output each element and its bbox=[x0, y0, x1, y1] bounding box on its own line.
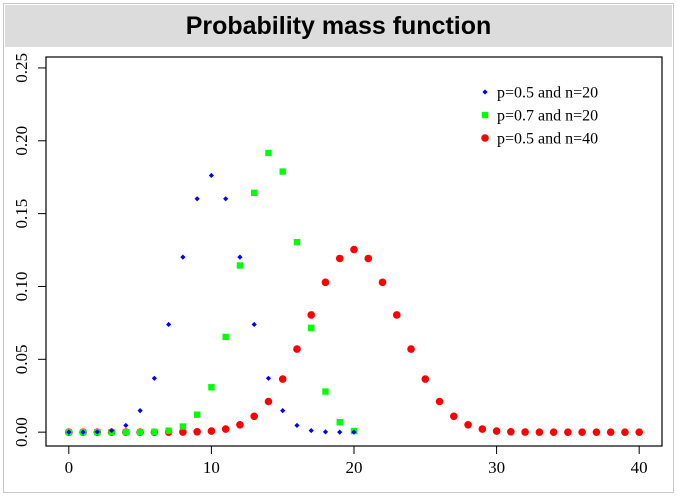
legend-label: p=0.5 and n=20 bbox=[497, 85, 598, 102]
data-point bbox=[307, 311, 316, 319]
data-point bbox=[265, 149, 272, 157]
y-tick-label: 0.00 bbox=[12, 417, 31, 447]
data-point bbox=[108, 427, 115, 434]
data-point bbox=[478, 425, 487, 433]
data-point bbox=[208, 384, 215, 391]
data-point bbox=[123, 422, 129, 429]
chart-title: Probability mass function bbox=[185, 12, 492, 40]
data-point bbox=[151, 375, 157, 381]
legend: p=0.5 and n=20 p=0.7 and n=20 p=0.5 and n=… bbox=[481, 85, 598, 148]
data-point bbox=[179, 423, 187, 430]
data-point bbox=[364, 254, 373, 263]
data-point bbox=[578, 428, 586, 436]
data-point bbox=[564, 428, 572, 436]
data-point bbox=[137, 408, 143, 414]
data-point bbox=[207, 427, 216, 435]
data-point bbox=[293, 238, 301, 246]
y-axis: 0.00 0.05 0.10 0.15 0.20 0.25 bbox=[12, 53, 47, 447]
data-point bbox=[194, 196, 200, 202]
data-point bbox=[221, 425, 230, 433]
data-point bbox=[621, 428, 629, 436]
data-point bbox=[294, 422, 300, 429]
data-point bbox=[193, 427, 201, 436]
data-point bbox=[378, 278, 387, 287]
data-point bbox=[335, 254, 344, 263]
data-point bbox=[237, 254, 243, 260]
data-point bbox=[521, 428, 529, 436]
data-point bbox=[223, 196, 229, 202]
data-point bbox=[535, 428, 544, 436]
legend-marker bbox=[482, 89, 488, 95]
data-point bbox=[251, 321, 257, 328]
data-point bbox=[193, 411, 201, 418]
series-square bbox=[65, 149, 358, 436]
data-point bbox=[421, 375, 430, 383]
data-point bbox=[592, 428, 601, 436]
data-point bbox=[136, 428, 144, 436]
data-point bbox=[606, 428, 615, 436]
y-tick-label: 0.10 bbox=[12, 272, 31, 302]
x-tick-label: 10 bbox=[203, 458, 220, 477]
data-point bbox=[264, 397, 273, 406]
data-point bbox=[80, 429, 86, 435]
data-point bbox=[280, 408, 286, 414]
data-point bbox=[222, 333, 229, 341]
legend-label: p=0.5 and n=40 bbox=[497, 131, 598, 148]
title-bar: Probability mass function bbox=[5, 5, 672, 47]
x-axis: 0 10 20 30 40 bbox=[65, 445, 648, 477]
data-point bbox=[507, 427, 515, 436]
chart-frame bbox=[3, 3, 674, 493]
data-point bbox=[435, 397, 444, 406]
data-point bbox=[151, 428, 158, 436]
data-point bbox=[236, 420, 244, 429]
legend-label: p=0.7 and n=20 bbox=[497, 108, 598, 125]
data-point bbox=[293, 345, 301, 353]
data-point bbox=[464, 420, 472, 429]
data-point bbox=[321, 278, 330, 287]
data-point bbox=[166, 321, 172, 328]
data-point bbox=[265, 375, 272, 381]
data-point bbox=[635, 428, 643, 436]
y-tick-label: 0.25 bbox=[12, 53, 31, 83]
legend-marker bbox=[481, 134, 489, 142]
data-points bbox=[65, 149, 643, 436]
data-point bbox=[407, 345, 415, 353]
data-point bbox=[94, 429, 100, 435]
data-point bbox=[122, 428, 130, 436]
data-point bbox=[549, 428, 558, 436]
x-tick-label: 0 bbox=[65, 458, 74, 477]
data-point bbox=[350, 245, 358, 254]
x-tick-label: 20 bbox=[346, 458, 363, 477]
data-point bbox=[308, 324, 315, 332]
data-point bbox=[180, 254, 186, 260]
data-point bbox=[322, 388, 329, 395]
y-tick-label: 0.15 bbox=[12, 199, 31, 229]
data-point bbox=[492, 427, 501, 435]
data-point bbox=[66, 429, 72, 435]
data-point bbox=[279, 168, 286, 175]
data-point bbox=[165, 427, 172, 434]
data-point bbox=[278, 375, 287, 383]
legend-marker bbox=[481, 111, 489, 119]
x-tick-label: 40 bbox=[631, 458, 648, 477]
data-point bbox=[392, 311, 401, 319]
data-point bbox=[250, 412, 258, 421]
data-point bbox=[336, 418, 343, 426]
data-point bbox=[337, 429, 343, 435]
data-point bbox=[179, 428, 187, 436]
y-tick-label: 0.20 bbox=[12, 126, 31, 156]
data-point bbox=[236, 262, 244, 269]
data-point bbox=[208, 172, 215, 179]
series-circle bbox=[65, 245, 643, 436]
data-point bbox=[450, 412, 458, 421]
data-point bbox=[351, 429, 357, 435]
data-point bbox=[250, 189, 258, 197]
series-diamond bbox=[66, 172, 357, 435]
data-point bbox=[322, 429, 329, 435]
y-tick-label: 0.05 bbox=[12, 344, 31, 374]
data-point bbox=[308, 427, 314, 434]
x-tick-label: 30 bbox=[488, 458, 505, 477]
